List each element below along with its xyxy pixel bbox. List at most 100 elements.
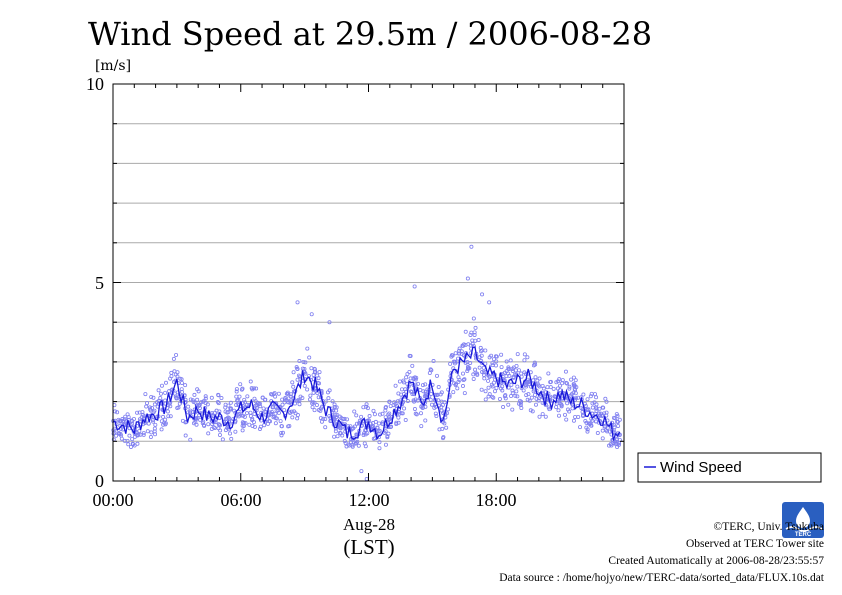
sample-point xyxy=(548,385,553,390)
sample-point xyxy=(481,372,486,377)
sample-point xyxy=(202,423,207,428)
sample-point xyxy=(152,402,157,407)
sample-point xyxy=(376,421,381,426)
sample-point xyxy=(399,387,404,392)
sample-point xyxy=(310,401,315,406)
sample-point xyxy=(600,436,605,441)
sample-point xyxy=(262,423,267,428)
sample-point xyxy=(403,418,408,423)
sample-point xyxy=(530,409,535,414)
sample-point xyxy=(363,432,368,437)
sample-point xyxy=(148,407,153,412)
sample-point xyxy=(405,372,410,377)
sample-point xyxy=(498,386,503,391)
sample-point xyxy=(153,422,158,427)
sample-point xyxy=(509,394,514,399)
sample-point xyxy=(412,407,417,412)
sample-point xyxy=(258,404,263,409)
sample-point xyxy=(429,402,434,407)
sample-point xyxy=(258,424,263,429)
sample-point xyxy=(472,332,477,337)
sample-point xyxy=(167,389,172,394)
sample-point xyxy=(540,412,545,417)
sample-point xyxy=(525,355,530,360)
sample-point xyxy=(420,383,425,388)
sample-point xyxy=(290,380,295,385)
sample-point xyxy=(457,346,462,351)
sample-point xyxy=(380,411,385,416)
sample-point xyxy=(377,446,382,451)
sample-point xyxy=(586,407,591,412)
sample-point xyxy=(149,394,154,399)
sample-point xyxy=(291,370,296,375)
sample-point xyxy=(434,393,439,398)
sample-point xyxy=(467,366,472,371)
sample-point xyxy=(556,408,561,413)
sample-point xyxy=(554,405,559,410)
sample-point xyxy=(494,385,499,390)
sample-point xyxy=(179,377,184,382)
sample-point xyxy=(481,365,486,370)
sample-point xyxy=(449,353,454,358)
sample-point xyxy=(615,419,620,424)
sample-point xyxy=(517,401,522,406)
sample-point xyxy=(279,424,284,429)
sample-point xyxy=(218,428,223,433)
sample-point xyxy=(564,380,569,385)
sample-point xyxy=(571,418,576,423)
sample-point xyxy=(176,381,181,386)
sample-point xyxy=(237,394,242,399)
sample-point xyxy=(554,380,559,385)
sample-point xyxy=(497,396,502,401)
sample-point xyxy=(116,417,121,422)
sample-point xyxy=(335,413,340,418)
sample-point xyxy=(492,389,497,394)
sample-point xyxy=(573,391,578,396)
y-axis-unit-label: [m/s] xyxy=(95,58,131,74)
sample-point xyxy=(513,393,518,398)
sample-point xyxy=(584,425,589,430)
sample-point xyxy=(533,392,538,397)
sample-point xyxy=(486,394,491,399)
sample-point xyxy=(242,400,247,405)
sample-point xyxy=(490,384,495,389)
sample-point xyxy=(375,426,380,431)
sample-point xyxy=(196,402,201,407)
sample-point xyxy=(571,375,576,380)
sample-point xyxy=(535,378,540,383)
x-tick-label-0600: 06:00 xyxy=(220,490,261,510)
sample-point xyxy=(471,316,476,321)
sample-point xyxy=(531,378,536,383)
sample-point xyxy=(205,402,210,407)
sample-point xyxy=(272,391,277,396)
sample-point xyxy=(175,370,180,375)
sample-point xyxy=(132,443,137,448)
sample-point xyxy=(519,406,524,411)
sample-point xyxy=(261,406,266,411)
sample-point xyxy=(135,441,140,446)
sample-point xyxy=(604,413,609,418)
sample-point xyxy=(462,377,467,382)
terc-logo: TERC xyxy=(782,502,824,538)
sample-point xyxy=(540,383,545,388)
sample-point xyxy=(506,365,511,370)
sample-point xyxy=(301,359,306,364)
sample-point xyxy=(177,401,182,406)
sample-point xyxy=(323,416,328,421)
sample-point xyxy=(569,377,574,382)
sample-point xyxy=(444,425,449,430)
sample-point xyxy=(471,376,476,381)
sample-point xyxy=(334,405,339,410)
sample-point xyxy=(439,405,444,410)
sample-point xyxy=(140,410,145,415)
x-axis-date-label: Aug-28 xyxy=(343,515,395,534)
sample-point xyxy=(431,359,436,364)
sample-point xyxy=(250,416,255,421)
sample-point xyxy=(188,437,193,442)
sample-point xyxy=(469,244,474,249)
sample-point xyxy=(570,406,575,411)
sample-point xyxy=(291,384,296,389)
sample-point xyxy=(533,362,538,367)
sample-point xyxy=(318,408,323,413)
sample-point xyxy=(436,385,441,390)
